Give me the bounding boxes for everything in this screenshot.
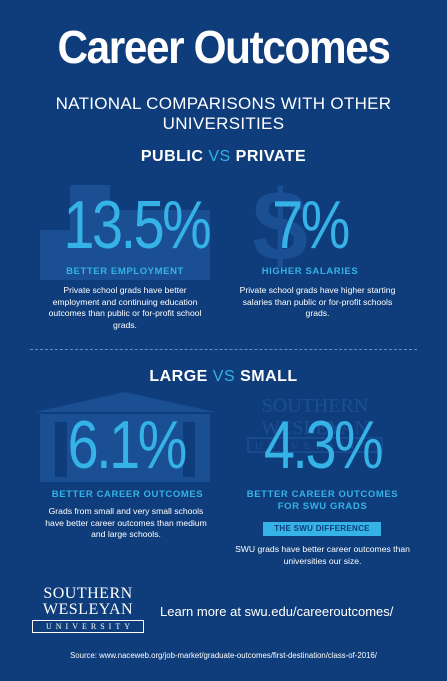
label-swu-outcomes: BETTER CAREER OUTCOMES FOR SWU GRADS [235,489,410,513]
label-small-school-outcomes: BETTER CAREER OUTCOMES [51,489,204,500]
learn-more-link[interactable]: Learn more at swu.edu/careeroutcomes/ [160,604,394,619]
svg-text:$: $ [252,172,308,272]
heading-word-small: SMALL [240,368,298,385]
swu-difference-badge: THE SWU DIFFERENCE [263,522,381,536]
label-swu-outcomes-line2: FOR SWU GRADS [277,501,368,512]
desc-swu-outcomes: SWU grads have better career outcomes th… [235,544,410,566]
page-title: Career Outcomes [57,21,390,73]
section-divider [30,349,417,350]
source-citation: Source: www.naceweb.org/job-market/gradu… [70,651,377,660]
heading-vs: VS [208,148,231,165]
building-icon [40,185,210,280]
logo-line-southern: SOUTHERN [43,585,133,602]
desc-higher-salaries: Private school grads have higher startin… [239,285,396,318]
svg-text:UNIVERSITY: UNIVERSITY [255,441,375,452]
svg-text:SOUTHERN: SOUTHERN [262,395,369,417]
swu-watermark-icon: SOUTHERN WESLEYAN UNIVERSITY [247,395,383,453]
desc-small-school-outcomes: Grads from small and very small schools … [45,506,207,539]
large-building-icon [35,392,215,482]
stat-higher-salaries: 7% [272,187,350,263]
label-swu-outcomes-line1: BETTER CAREER OUTCOMES [246,489,399,500]
stat-swu-outcomes: 4.3% [263,407,384,483]
section-heading-public-private: PUBLIC VS PRIVATE [0,148,447,166]
label-better-employment: BETTER EMPLOYMENT [66,266,184,277]
heading-word-public: PUBLIC [140,148,204,165]
desc-better-employment: Private school grads have better employm… [48,285,202,330]
logo-line-university: UNIVERSITY [32,620,144,633]
heading-word-private: PRIVATE [235,148,307,165]
section-heading-large-small: LARGE VS SMALL [0,368,447,386]
dollar-icon: $ [252,172,308,272]
logo-line-wesleyan: WESLEYAN [42,601,134,618]
svg-text:WESLEYAN: WESLEYAN [261,417,369,439]
stat-small-school-outcomes: 6.1% [67,407,188,483]
heading-vs-2: VS [212,368,236,385]
page-subtitle: NATIONAL COMPARISONS WITH OTHER UNIVERSI… [55,94,392,133]
stat-better-employment: 13.5% [63,187,212,263]
swu-logo: SOUTHERN WESLEYAN UNIVERSITY [32,586,144,633]
heading-word-large: LARGE [149,368,208,385]
label-higher-salaries: HIGHER SALARIES [261,266,359,277]
